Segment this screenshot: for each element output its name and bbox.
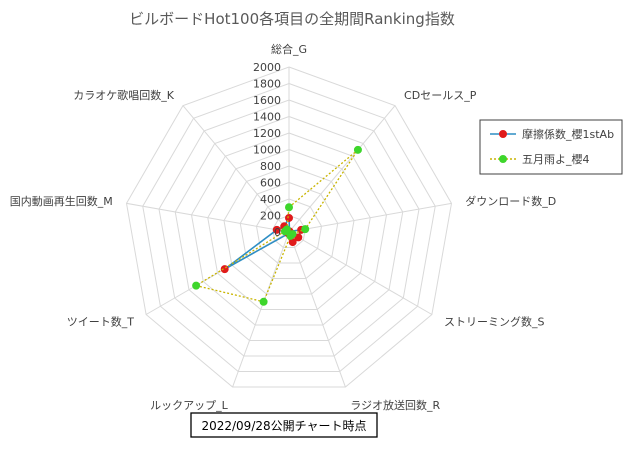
axis-label: CDセールス_P <box>404 89 477 102</box>
axis-label: ルックアップ_L <box>150 399 228 412</box>
tick-label: 200 <box>260 210 281 223</box>
series-point <box>282 225 291 234</box>
grid-spoke <box>126 202 290 233</box>
legend-label-series-2: 五月雨よ_櫻4 <box>522 152 590 166</box>
grid-spoke <box>288 231 433 315</box>
series-point <box>272 225 281 234</box>
series-layer <box>192 145 362 306</box>
caption-text: 2022/09/28公開チャート時点 <box>201 419 366 433</box>
tick-label: 600 <box>260 177 281 190</box>
grid-ring <box>174 115 404 342</box>
series-point <box>285 213 293 222</box>
series-line <box>194 149 359 303</box>
axis-label: ラジオ放送回数_R <box>350 398 440 412</box>
grid-ring <box>272 214 306 249</box>
tick-label: 1200 <box>253 127 281 140</box>
legend-box <box>479 119 623 175</box>
legend-marker-series-2 <box>499 155 507 163</box>
tick-label: 400 <box>260 193 281 206</box>
tick-label: 1400 <box>253 111 281 124</box>
legend-label-series-1: 摩擦係数_櫻1stAb <box>522 127 614 141</box>
tick-label: 1000 <box>253 144 281 157</box>
series-point <box>286 231 295 240</box>
grid-ring <box>190 132 388 326</box>
grid-spoke <box>288 105 396 233</box>
tick-label: 800 <box>260 160 281 173</box>
legend-marker-series-1 <box>499 130 507 138</box>
caption-border <box>190 412 378 438</box>
series-point <box>259 297 268 306</box>
series-point <box>353 145 362 154</box>
grid-ring <box>142 82 436 373</box>
series-point <box>301 225 310 234</box>
axis-label: ツイート数_T <box>67 316 134 329</box>
tick-label: 1600 <box>253 94 281 107</box>
caption-box: 2022/09/28公開チャート時点 <box>190 412 378 438</box>
axis-label: 総合_G <box>271 42 307 56</box>
tick-label: 1800 <box>253 78 281 91</box>
grid-ring <box>255 198 323 264</box>
axis-labels: 総合_G CDセールス_P ダウンロード数_D ストリーミング数_S ラジオ放送回数_R… <box>10 42 557 412</box>
chart-title: ビルボードHot100各項目の全期間Ranking指数 <box>129 10 455 28</box>
axis-label: カラオケ歌唱回数_K <box>73 88 174 102</box>
grid-spoke <box>288 231 346 388</box>
tick-label: 0 <box>274 226 281 239</box>
radial-tick-labels: 0 200 400 600 800 1000 1200 1400 1600 1800 2000 <box>253 61 281 239</box>
axis-label: 国内動画再生回数_M <box>10 194 113 208</box>
grid-ring <box>223 165 355 295</box>
grid-spoke <box>182 105 290 233</box>
grid-ring <box>125 66 453 388</box>
series-point <box>285 203 293 212</box>
axis-label: ストリーミング数_S <box>444 315 544 329</box>
legend: 摩擦係数_櫻1stAb 五月雨よ_櫻4 <box>479 119 623 175</box>
grid-spoke <box>288 202 452 233</box>
grid-ring <box>207 148 371 311</box>
axis-label: ダウンロード数_D <box>465 194 556 208</box>
series-point <box>192 281 201 290</box>
tick-label: 2000 <box>253 61 281 74</box>
grid-spoke <box>232 231 290 388</box>
grid-ring <box>239 181 339 280</box>
grid-ring <box>158 99 420 357</box>
